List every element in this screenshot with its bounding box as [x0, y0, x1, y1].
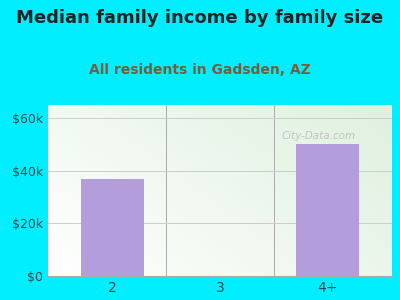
Text: City-Data.com: City-Data.com: [282, 131, 356, 141]
Bar: [296, 145, 359, 276]
Bar: [81, 179, 144, 276]
Text: Median family income by family size: Median family income by family size: [16, 9, 384, 27]
Text: All residents in Gadsden, AZ: All residents in Gadsden, AZ: [89, 63, 311, 77]
